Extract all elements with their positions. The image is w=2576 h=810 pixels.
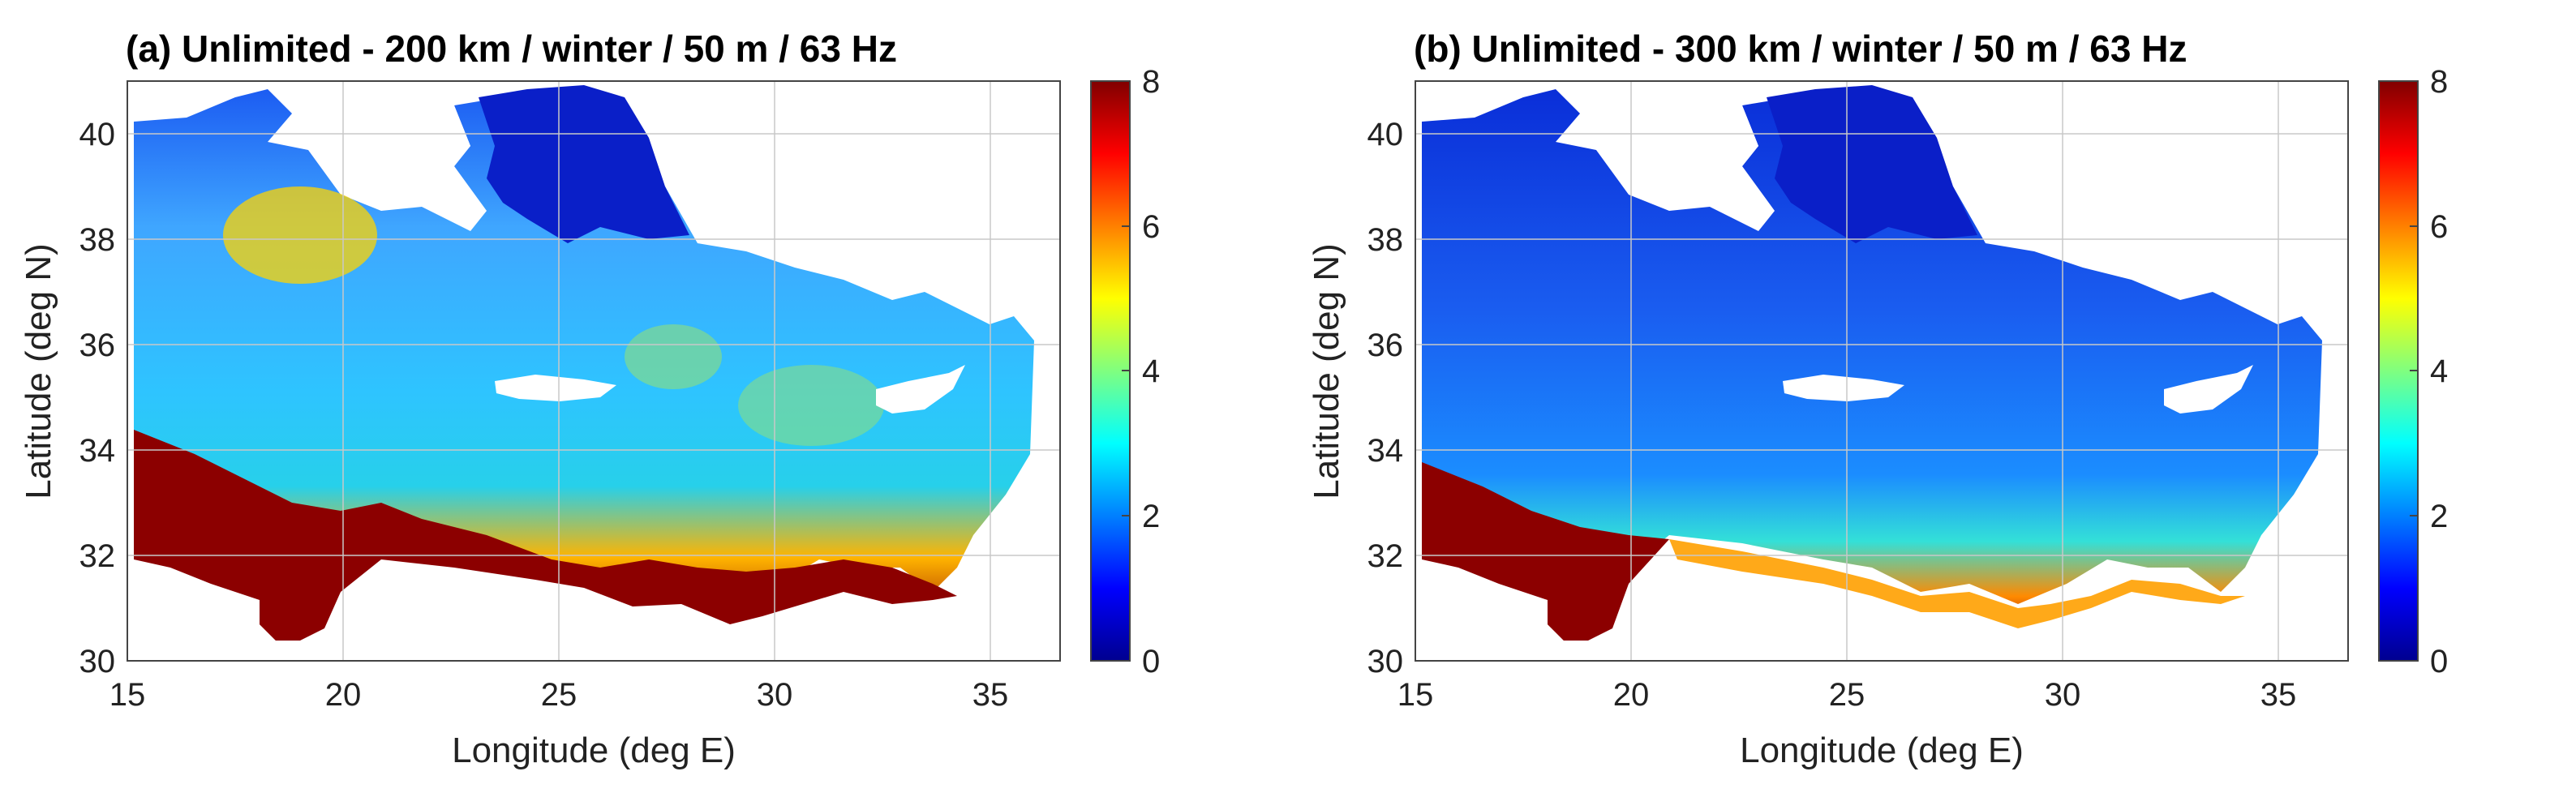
greece-land: [1556, 85, 1758, 207]
x-tick-labels: 15 20 25 30 35: [109, 677, 1009, 713]
grid-lines: [1415, 81, 2348, 661]
x-tick: 35: [2260, 677, 2297, 713]
y-axis-label: Latitude (deg N): [1307, 243, 1346, 499]
x-tick: 25: [1829, 677, 1865, 713]
cyprus-land: [2164, 365, 2253, 414]
y-tick: 36: [79, 328, 116, 363]
x-tick: 35: [972, 677, 1009, 713]
high-value-band: [134, 430, 957, 641]
colorbar-tick: 2: [1142, 499, 1160, 534]
colorbar: 0 2 4 6 8: [1090, 64, 1160, 679]
y-tick: 38: [1367, 222, 1404, 258]
colorbar-tick: 6: [1142, 209, 1160, 245]
plot-frame: [1415, 80, 2349, 662]
x-tick: 30: [2045, 677, 2081, 713]
colorbar-tick: 4: [1142, 354, 1160, 389]
x-tick: 15: [109, 677, 146, 713]
sea-field: [1422, 89, 2322, 641]
map-area: [127, 80, 1061, 662]
colorbar-tick: 0: [2430, 644, 2448, 679]
x-tick: 15: [1397, 677, 1434, 713]
map-plot-b: (b) Unlimited - 300 km / winter / 50 m /…: [1307, 28, 2448, 770]
colorbar-tick: 2: [2430, 499, 2448, 534]
map-area: [1415, 80, 2349, 662]
x-tick: 20: [325, 677, 362, 713]
y-tick: 32: [79, 538, 116, 574]
y-tick-labels: 30 32 34 36 38 40: [1367, 117, 1404, 679]
colorbar-tick: 8: [2430, 64, 2448, 100]
x-tick-labels: 15 20 25 30 35: [1397, 677, 2297, 713]
panel-title: (b) Unlimited - 300 km / winter / 50 m /…: [1414, 28, 2187, 70]
crete-land: [495, 375, 616, 401]
y-tick: 34: [1367, 433, 1404, 469]
y-tick: 40: [1367, 117, 1404, 152]
colorbar: 0 2 4 6 8: [2378, 64, 2448, 679]
cyprus-land: [876, 365, 965, 414]
y-tick: 38: [79, 222, 116, 258]
y-axis-label: Latitude (deg N): [19, 243, 58, 499]
panel-title: (a) Unlimited - 200 km / winter / 50 m /…: [126, 28, 897, 70]
crete-land: [1783, 375, 1904, 401]
orange-band: [1669, 539, 2245, 628]
panel-a: (a) Unlimited - 200 km / winter / 50 m /…: [19, 28, 1160, 770]
grid-lines: [127, 81, 1060, 661]
x-tick: 30: [757, 677, 793, 713]
aegean-low: [479, 85, 689, 243]
plot-frame: [127, 80, 1061, 662]
y-tick: 40: [79, 117, 116, 152]
y-tick: 34: [79, 433, 116, 469]
y-tick: 30: [79, 644, 116, 679]
x-tick: 25: [541, 677, 577, 713]
colorbar-tick: 0: [1142, 644, 1160, 679]
map-plot-a: (a) Unlimited - 200 km / winter / 50 m /…: [19, 28, 1160, 770]
y-tick: 36: [1367, 328, 1404, 363]
colorbar-tick: 4: [2430, 354, 2448, 389]
greece-land: [268, 85, 470, 207]
y-tick: 32: [1367, 538, 1404, 574]
x-axis-label: Longitude (deg E): [452, 731, 736, 770]
x-tick: 20: [1613, 677, 1650, 713]
aegean-low: [1767, 85, 1977, 243]
y-tick: 30: [1367, 644, 1404, 679]
colorbar-tick: 6: [2430, 209, 2448, 245]
y-tick-labels: 30 32 34 36 38 40: [79, 117, 116, 679]
x-axis-label: Longitude (deg E): [1740, 731, 2024, 770]
colorbar-tick: 8: [1142, 64, 1160, 100]
panel-b: (b) Unlimited - 300 km / winter / 50 m /…: [1288, 0, 2576, 810]
high-value-band: [1422, 462, 1669, 641]
